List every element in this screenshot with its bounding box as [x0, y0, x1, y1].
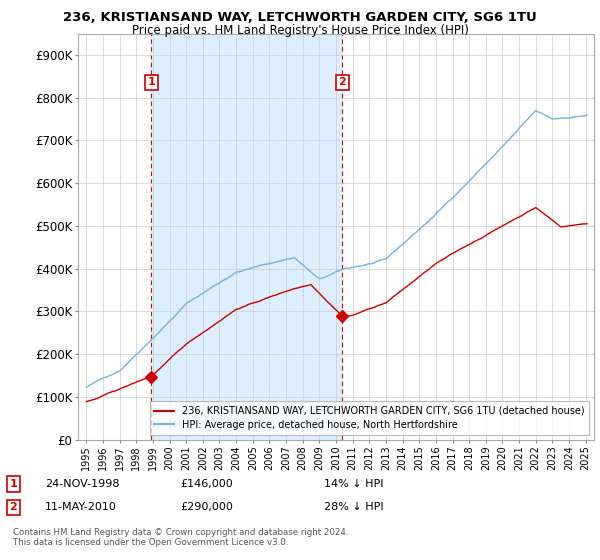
Text: £146,000: £146,000 — [180, 479, 233, 489]
Legend: 236, KRISTIANSAND WAY, LETCHWORTH GARDEN CITY, SG6 1TU (detached house), HPI: Av: 236, KRISTIANSAND WAY, LETCHWORTH GARDEN… — [149, 401, 589, 435]
Text: 28% ↓ HPI: 28% ↓ HPI — [324, 502, 383, 512]
Text: 14% ↓ HPI: 14% ↓ HPI — [324, 479, 383, 489]
Text: Price paid vs. HM Land Registry's House Price Index (HPI): Price paid vs. HM Land Registry's House … — [131, 24, 469, 36]
Text: 1: 1 — [148, 77, 155, 87]
Text: 24-NOV-1998: 24-NOV-1998 — [45, 479, 119, 489]
Text: 2: 2 — [338, 77, 346, 87]
Text: £290,000: £290,000 — [180, 502, 233, 512]
Text: Contains HM Land Registry data © Crown copyright and database right 2024.
This d: Contains HM Land Registry data © Crown c… — [13, 528, 349, 547]
Text: 2: 2 — [10, 502, 17, 512]
Text: 236, KRISTIANSAND WAY, LETCHWORTH GARDEN CITY, SG6 1TU: 236, KRISTIANSAND WAY, LETCHWORTH GARDEN… — [63, 11, 537, 24]
Text: 1: 1 — [10, 479, 17, 489]
Bar — [151, 34, 342, 440]
Text: 11-MAY-2010: 11-MAY-2010 — [45, 502, 117, 512]
